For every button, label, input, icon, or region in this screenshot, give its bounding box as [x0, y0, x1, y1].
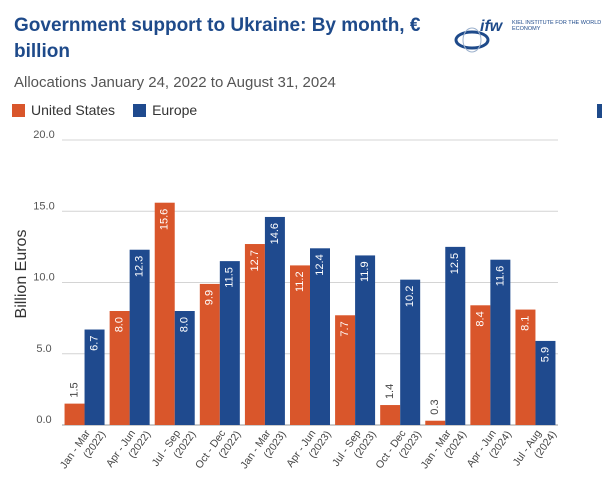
- bar-europe: [174, 311, 195, 425]
- legend-swatch-us: [12, 103, 25, 117]
- data-label-us: 1.4: [384, 384, 396, 399]
- data-label-europe: 10.2: [404, 286, 416, 307]
- bar-us: [244, 244, 265, 425]
- data-label-europe: 12.5: [449, 253, 461, 274]
- bar-us: [199, 283, 220, 425]
- bar-europe: [129, 249, 150, 425]
- y-tick-label: 5.0: [36, 343, 51, 355]
- x-tick-label: Oct - Dec(2023): [373, 421, 424, 478]
- legend-item-europe: Europe: [133, 102, 197, 118]
- x-tick-label: Apr - Jun(2022): [104, 421, 154, 477]
- x-tick-label: Apr - Jun(2024): [465, 421, 515, 477]
- bar-europe: [355, 255, 376, 425]
- x-tick-label: Apr - Jun(2023): [284, 421, 334, 477]
- data-label-europe: 8.0: [179, 317, 191, 332]
- bar-us: [515, 309, 536, 425]
- bar-us: [64, 403, 85, 425]
- data-label-us: 7.7: [339, 321, 351, 336]
- bar-us: [154, 202, 175, 425]
- data-label-europe: 5.9: [539, 347, 551, 362]
- y-axis-label: Billion Euros: [13, 230, 30, 319]
- legend-label-europe: Europe: [152, 102, 198, 118]
- data-label-us: 8.1: [519, 316, 531, 331]
- data-label-europe: 14.6: [269, 223, 281, 244]
- data-label-us: 0.3: [429, 399, 441, 414]
- legend-edge-marker: [597, 104, 602, 118]
- data-label-us: 12.7: [249, 250, 261, 271]
- bar-europe: [264, 216, 285, 425]
- data-label-us: 8.4: [474, 311, 486, 326]
- x-tick-label: Jan - Mar(2022): [58, 421, 109, 478]
- data-label-us: 11.2: [294, 271, 306, 292]
- bar-us: [335, 315, 356, 425]
- y-tick-label: 15.0: [33, 200, 54, 212]
- data-label-us: 9.9: [204, 290, 216, 305]
- data-label-europe: 11.6: [494, 266, 506, 287]
- bar-europe: [219, 261, 240, 425]
- chart-subtitle: Allocations January 24, 2022 to August 3…: [14, 74, 336, 91]
- bar-us: [470, 305, 491, 425]
- data-label-us: 8.0: [114, 317, 126, 332]
- bar-us: [380, 405, 401, 425]
- data-label-europe: 6.7: [88, 336, 100, 351]
- bar-europe: [490, 259, 511, 425]
- y-tick-label: 10.0: [33, 272, 54, 284]
- ifw-logo: ifw KIEL INSTITUTE FOR THE WORLD ECONOMY: [452, 14, 602, 58]
- globe-icon: [454, 27, 490, 53]
- y-tick-label: 0.0: [36, 414, 51, 426]
- bar-us: [109, 311, 130, 425]
- bar-us: [425, 420, 446, 425]
- y-tick-label: 20.0: [33, 129, 54, 141]
- x-tick-label: Jan - Mar(2023): [238, 421, 289, 478]
- bar-europe: [400, 279, 421, 425]
- bar-europe: [310, 248, 330, 425]
- bar-europe: [535, 340, 556, 425]
- x-tick-label: Jul - Sep(2023): [330, 421, 379, 476]
- legend-swatch-europe: [133, 103, 147, 117]
- chart-title: Government support to Ukraine: By month,…: [14, 15, 421, 62]
- bar-us: [290, 265, 310, 425]
- data-label-europe: 12.3: [134, 256, 146, 277]
- x-tick-label: Oct - Dec(2022): [193, 421, 244, 478]
- x-tick-label: Jul - Sep(2022): [150, 421, 199, 476]
- chart-legend: United States Europe: [12, 102, 215, 118]
- data-label-europe: 12.4: [314, 254, 326, 275]
- data-label-europe: 11.5: [224, 267, 236, 288]
- x-tick-label: Jul - Aug(2024): [511, 421, 560, 475]
- logo-text: KIEL INSTITUTE FOR THE WORLD ECONOMY: [512, 20, 602, 32]
- data-label-us: 1.5: [68, 382, 80, 397]
- bar-europe: [84, 329, 105, 425]
- logo-mark: ifw: [480, 18, 503, 35]
- data-label-us: 15.6: [159, 209, 171, 230]
- legend-label-us: United States: [31, 102, 116, 118]
- bar-europe: [445, 246, 466, 425]
- data-label-europe: 11.9: [359, 261, 371, 282]
- x-tick-label: Jan - Mar(2024): [418, 421, 469, 478]
- legend-item-us: United States: [12, 102, 115, 118]
